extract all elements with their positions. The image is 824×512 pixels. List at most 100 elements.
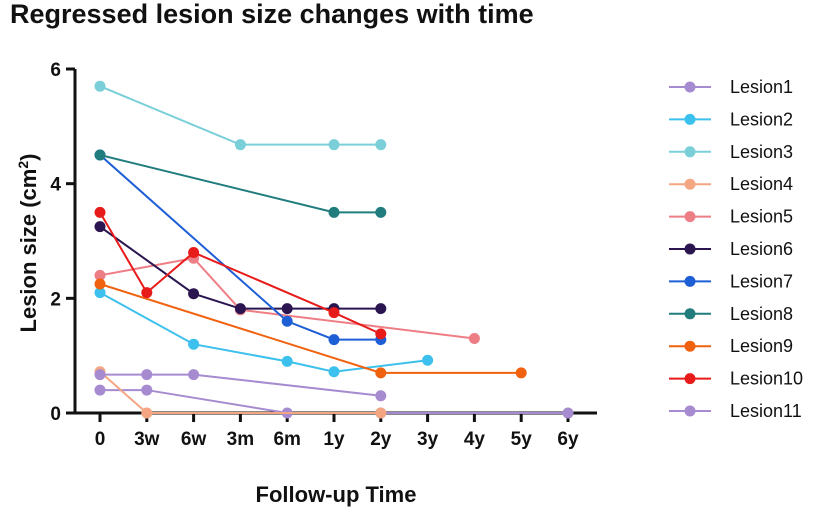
data-point-lesion9 bbox=[515, 367, 527, 379]
x-tick-label: 6m bbox=[273, 429, 300, 450]
series-lesion11 bbox=[94, 369, 387, 402]
legend-item-lesion3: Lesion3 bbox=[669, 142, 793, 162]
y-tick-label: 6 bbox=[50, 60, 61, 81]
legend-label-lesion5: Lesion5 bbox=[730, 207, 793, 227]
legend-item-lesion10: Lesion10 bbox=[669, 369, 803, 389]
legend-item-lesion5: Lesion5 bbox=[669, 207, 793, 227]
data-point-lesion8 bbox=[375, 206, 387, 218]
x-tick-label: 2y bbox=[370, 429, 392, 450]
data-point-lesion10 bbox=[328, 307, 340, 319]
series-line-lesion11 bbox=[100, 373, 381, 397]
legend-marker-lesion8 bbox=[684, 308, 696, 320]
data-point-lesion10 bbox=[188, 246, 200, 258]
x-axis-title: Follow-up Time bbox=[256, 482, 417, 507]
legend-item-lesion7: Lesion7 bbox=[669, 271, 793, 291]
data-point-lesion5 bbox=[94, 269, 106, 281]
legend-item-lesion8: Lesion8 bbox=[669, 304, 793, 324]
data-point-lesion3 bbox=[234, 139, 246, 151]
legend-marker-lesion4 bbox=[684, 178, 696, 190]
data-point-lesion1 bbox=[94, 384, 106, 396]
legend-label-lesion4: Lesion4 bbox=[730, 174, 793, 194]
legend-marker-lesion3 bbox=[684, 146, 696, 158]
y-axis-title-superscript: 2 bbox=[15, 161, 31, 169]
legend-label-lesion10: Lesion10 bbox=[730, 369, 803, 389]
legend-label-lesion7: Lesion7 bbox=[730, 271, 793, 291]
data-point-lesion7 bbox=[328, 334, 340, 346]
legend-label-lesion8: Lesion8 bbox=[730, 304, 793, 324]
series-lesion9 bbox=[94, 278, 527, 379]
data-point-lesion2 bbox=[281, 355, 293, 367]
axes bbox=[73, 69, 597, 415]
y-tick-label: 2 bbox=[50, 289, 61, 310]
data-point-lesion11 bbox=[188, 369, 200, 381]
data-point-lesion11 bbox=[94, 369, 106, 381]
legend-marker-lesion9 bbox=[684, 340, 696, 352]
data-point-lesion3 bbox=[94, 80, 106, 92]
x-tick-label: 6w bbox=[181, 429, 207, 450]
data-point-lesion8 bbox=[328, 206, 340, 218]
legend-marker-lesion6 bbox=[684, 243, 696, 255]
series-lesion8 bbox=[94, 149, 387, 218]
data-point-lesion11 bbox=[141, 369, 153, 381]
data-point-lesion6 bbox=[188, 288, 200, 300]
x-tick-label: 4y bbox=[464, 429, 486, 450]
legend-marker-lesion1 bbox=[684, 81, 696, 93]
legend-label-lesion2: Lesion2 bbox=[730, 109, 793, 129]
data-point-lesion9 bbox=[375, 367, 387, 379]
series-lesion5 bbox=[94, 252, 480, 344]
legend-item-lesion6: Lesion6 bbox=[669, 239, 793, 259]
legend-item-lesion2: Lesion2 bbox=[669, 109, 793, 129]
legend-label-lesion9: Lesion9 bbox=[730, 336, 793, 356]
legend-item-lesion4: Lesion4 bbox=[669, 174, 793, 194]
series-line-lesion6 bbox=[99, 225, 381, 310]
x-tick-label: 3y bbox=[417, 429, 439, 450]
data-point-lesion6 bbox=[281, 303, 293, 315]
data-point-lesion9 bbox=[94, 278, 106, 290]
data-point-lesion10 bbox=[375, 328, 387, 340]
data-point-lesion2 bbox=[328, 366, 340, 378]
y-axis-title-close: ) bbox=[16, 154, 41, 161]
series-line-lesion3 bbox=[99, 85, 381, 146]
series-lesion10 bbox=[94, 206, 387, 340]
data-point-lesion2 bbox=[188, 338, 200, 350]
data-point-lesion3 bbox=[375, 139, 387, 151]
data-point-lesion2 bbox=[94, 287, 106, 299]
data-point-lesion10 bbox=[141, 287, 153, 299]
legend-marker-lesion5 bbox=[684, 211, 696, 223]
data-point-lesion11 bbox=[375, 390, 387, 402]
x-tick-label: 0 bbox=[95, 429, 106, 450]
legend-item-lesion9: Lesion9 bbox=[669, 336, 793, 356]
data-point-lesion3 bbox=[328, 139, 340, 151]
data-point-lesion8 bbox=[94, 149, 106, 161]
y-axis-title-text: Lesion size (cm2) bbox=[15, 154, 41, 333]
data-point-lesion2 bbox=[422, 354, 434, 366]
legend-marker-lesion11 bbox=[684, 405, 696, 417]
x-axis-ticks: 0 3w 6w 3m 6m 1y 2y 3y 4y 5y 6y bbox=[95, 413, 579, 450]
series-lesion3 bbox=[94, 80, 387, 151]
series-line-lesion1 bbox=[100, 389, 568, 414]
data-point-lesion1 bbox=[562, 407, 574, 419]
y-axis-ticks: 0 2 4 6 bbox=[50, 60, 75, 425]
x-tick-label: 6y bbox=[557, 429, 579, 450]
series-line-lesion8 bbox=[99, 154, 381, 214]
data-point-lesion6 bbox=[234, 303, 246, 315]
legend: Lesion1 Lesion2 Lesion3 Lesion4 Lesion5 Lesio… bbox=[669, 77, 803, 421]
data-point-lesion4 bbox=[375, 407, 387, 419]
x-tick-label: 5y bbox=[511, 429, 533, 450]
legend-marker-lesion7 bbox=[684, 275, 696, 287]
x-tick-label: 1y bbox=[323, 429, 345, 450]
legend-marker-lesion2 bbox=[684, 113, 696, 125]
legend-item-lesion11: Lesion11 bbox=[669, 401, 802, 421]
y-tick-label: 0 bbox=[50, 404, 61, 425]
legend-label-lesion6: Lesion6 bbox=[730, 239, 793, 259]
data-point-lesion6 bbox=[94, 221, 106, 233]
y-tick-label: 4 bbox=[50, 175, 61, 196]
legend-item-lesion1: Lesion1 bbox=[669, 77, 793, 97]
x-tick-label: 3m bbox=[227, 429, 254, 450]
data-point-lesion10 bbox=[94, 206, 106, 218]
series-line-lesion7 bbox=[99, 154, 381, 341]
legend-label-lesion1: Lesion1 bbox=[730, 77, 793, 97]
y-axis-title-main: Lesion size (cm bbox=[16, 169, 41, 333]
data-point-lesion7 bbox=[281, 315, 293, 327]
